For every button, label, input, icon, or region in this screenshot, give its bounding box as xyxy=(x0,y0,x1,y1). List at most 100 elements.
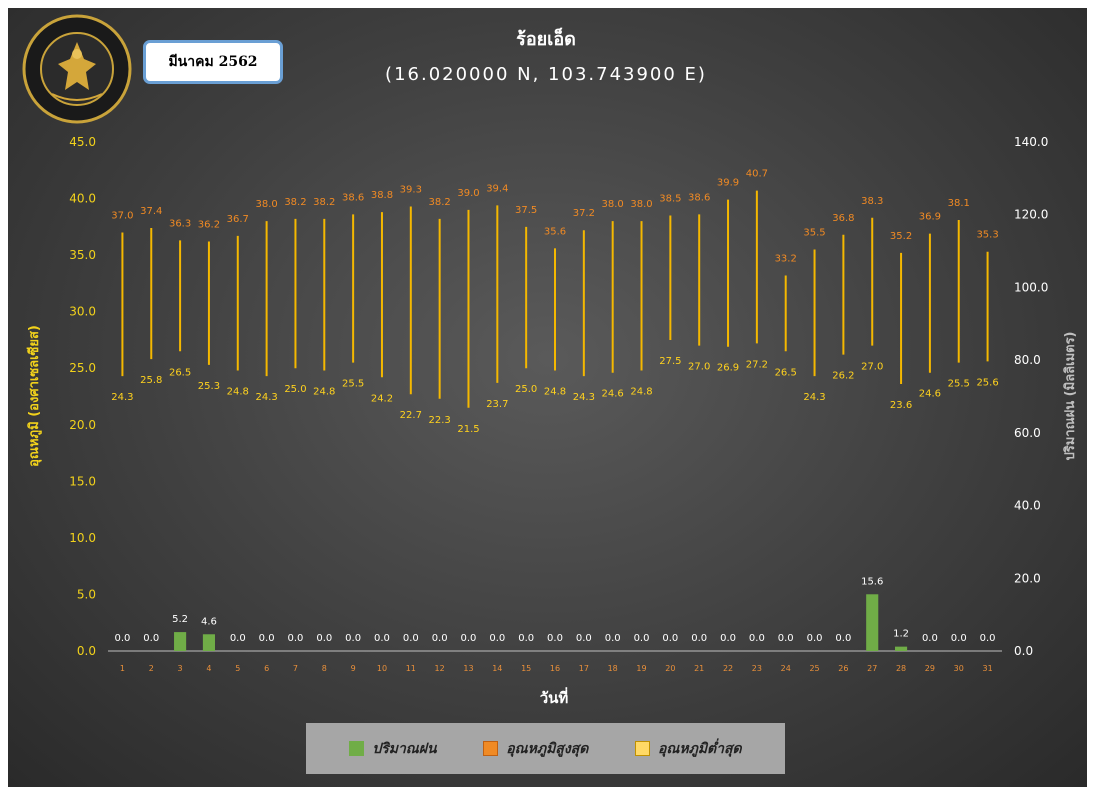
rain-value-label: 0.0 xyxy=(345,633,361,644)
min-temp-label: 24.3 xyxy=(803,392,825,403)
x-tick-label: 13 xyxy=(463,664,473,673)
data-labels: 0.0 0.0 5.2 4.6 0.0 0.0 0.0 0.0 0.0 0.0 0.0 0.0 0.0 0… xyxy=(111,169,998,644)
y-tick-label-left: 25.0 xyxy=(69,361,96,375)
max-temp-label: 39.9 xyxy=(717,178,739,189)
chart-subtitle: (16.020000 N, 103.743900 E) xyxy=(385,64,707,85)
chart-area xyxy=(8,8,1087,787)
rain-value-label: 0.0 xyxy=(547,633,563,644)
min-temp-label: 22.3 xyxy=(429,415,451,426)
x-tick-label: 18 xyxy=(608,664,618,673)
rain-value-label: 0.0 xyxy=(489,633,505,644)
rain-bar xyxy=(174,632,187,651)
rain-value-label: 0.0 xyxy=(259,633,275,644)
x-tick-label: 9 xyxy=(351,664,356,673)
rain-series xyxy=(174,594,908,651)
max-temp-label: 37.4 xyxy=(140,206,162,217)
y-tick-label-right: 120.0 xyxy=(1014,208,1048,222)
x-tick-label: 11 xyxy=(406,664,416,673)
rain-value-label: 0.0 xyxy=(374,633,390,644)
legend-swatch-rain xyxy=(349,741,365,756)
y-axis-right-title: ปริมาณฝน (มิลลิเมตร) xyxy=(1063,331,1078,460)
meteorological-department-logo xyxy=(22,14,132,124)
y-tick-label-right: 80.0 xyxy=(1014,353,1041,367)
max-temp-label: 38.3 xyxy=(861,196,883,207)
min-temp-label: 25.6 xyxy=(976,377,998,388)
legend: ปริมาณฝน อุณหภูมิสูงสุด อุณหภูมิต่ำสุด xyxy=(306,723,785,774)
max-temp-label: 38.8 xyxy=(371,190,393,201)
max-temp-label: 36.7 xyxy=(227,214,249,225)
rain-value-label: 0.0 xyxy=(432,633,448,644)
max-temp-label: 39.3 xyxy=(400,184,422,195)
min-temp-label: 25.3 xyxy=(198,381,220,392)
max-temp-label: 39.4 xyxy=(486,183,508,194)
max-temp-label: 37.5 xyxy=(515,205,537,216)
x-axis-title: วันที่ xyxy=(540,687,569,707)
y-tick-label-right: 0.0 xyxy=(1014,644,1033,658)
y-tick-label-left: 20.0 xyxy=(69,418,96,432)
max-temp-label: 38.1 xyxy=(948,198,970,209)
min-temp-label: 24.8 xyxy=(630,386,652,397)
y-tick-label-left: 10.0 xyxy=(69,531,96,545)
legend-item-max-temp: อุณหภูมิสูงสุด xyxy=(483,738,588,760)
rain-value-label: 0.0 xyxy=(980,633,996,644)
y-tick-label-left: 0.0 xyxy=(77,644,96,658)
y-tick-label-left: 5.0 xyxy=(77,587,96,601)
y-tick-label-right: 20.0 xyxy=(1014,571,1041,585)
min-temp-label: 24.8 xyxy=(544,386,566,397)
month-label: มีนาคม 2562 xyxy=(143,40,283,84)
rain-value-label: 0.0 xyxy=(662,633,678,644)
y-tick-label-right: 60.0 xyxy=(1014,426,1041,440)
x-tick-label: 30 xyxy=(954,664,964,673)
min-temp-label: 24.3 xyxy=(573,392,595,403)
x-tick-label: 31 xyxy=(982,664,992,673)
rain-value-label: 0.0 xyxy=(835,633,851,644)
y-tick-label-left: 45.0 xyxy=(69,135,96,149)
x-tick-label: 6 xyxy=(264,664,269,673)
min-temp-label: 22.7 xyxy=(400,410,422,421)
legend-label-max-temp: อุณหภูมิสูงสุด xyxy=(506,740,589,757)
legend-item-min-temp: อุณหภูมิต่ำสุด xyxy=(634,738,742,760)
x-tick-label: 23 xyxy=(752,664,762,673)
rain-value-label: 0.0 xyxy=(403,633,419,644)
rain-value-label: 0.0 xyxy=(287,633,303,644)
x-tick-label: 29 xyxy=(925,664,935,673)
x-tick-label: 16 xyxy=(550,664,560,673)
rain-value-label: 0.0 xyxy=(749,633,765,644)
max-temp-label: 35.5 xyxy=(803,227,825,238)
rain-value-label: 1.2 xyxy=(893,629,909,640)
max-temp-label: 37.2 xyxy=(573,208,595,219)
rain-value-label: 0.0 xyxy=(518,633,534,644)
rain-value-label: 0.0 xyxy=(461,633,477,644)
min-temp-label: 23.7 xyxy=(486,399,508,410)
max-temp-label: 37.0 xyxy=(111,210,133,221)
max-temp-label: 36.8 xyxy=(832,213,854,224)
x-tick-label: 7 xyxy=(293,664,298,673)
max-temp-label: 38.6 xyxy=(688,192,710,203)
max-temp-label: 38.6 xyxy=(342,192,364,203)
x-tick-label: 17 xyxy=(579,664,589,673)
y-tick-label-right: 40.0 xyxy=(1014,499,1041,513)
rain-value-label: 0.0 xyxy=(143,633,159,644)
y-tick-label-right: 140.0 xyxy=(1014,135,1048,149)
rain-value-label: 0.0 xyxy=(316,633,332,644)
x-tick-label: 14 xyxy=(492,664,502,673)
rain-value-label: 5.2 xyxy=(172,614,188,625)
min-temp-label: 27.0 xyxy=(861,362,883,373)
min-temp-label: 24.3 xyxy=(255,392,277,403)
x-tick-label: 10 xyxy=(377,664,387,673)
rain-value-label: 0.0 xyxy=(720,633,736,644)
min-temp-label: 27.5 xyxy=(659,356,681,367)
min-temp-label: 24.6 xyxy=(602,389,624,400)
y-axis-left: 0.0 5.0 10.0 15.0 20.0 25.0 30.0 35.0 40.0 45.0 xyxy=(69,135,96,658)
max-temp-label: 38.2 xyxy=(284,197,306,208)
x-tick-label: 8 xyxy=(322,664,327,673)
max-temp-label: 38.0 xyxy=(255,199,277,210)
max-temp-label: 33.2 xyxy=(775,253,797,264)
min-temp-label: 27.2 xyxy=(746,359,768,370)
chart-title: ร้อยเอ็ด xyxy=(516,27,576,50)
max-temp-label: 38.5 xyxy=(659,194,681,205)
max-temp-label: 36.2 xyxy=(198,220,220,231)
rain-value-label: 0.0 xyxy=(951,633,967,644)
rain-value-label: 0.0 xyxy=(691,633,707,644)
